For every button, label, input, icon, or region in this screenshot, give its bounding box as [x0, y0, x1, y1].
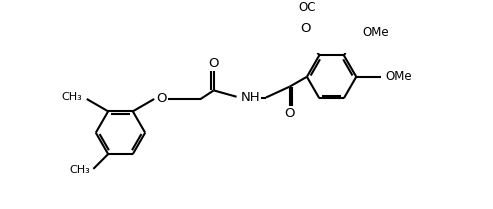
Text: OC: OC — [298, 1, 316, 14]
Text: O: O — [209, 57, 219, 70]
Text: CH₃: CH₃ — [62, 92, 82, 102]
Text: O: O — [284, 107, 295, 120]
Text: CH₃: CH₃ — [70, 165, 90, 175]
Text: O: O — [300, 22, 311, 34]
Text: O: O — [156, 92, 167, 105]
Text: NH: NH — [240, 91, 260, 104]
Text: OMe: OMe — [386, 70, 412, 83]
Text: OMe: OMe — [362, 26, 389, 39]
